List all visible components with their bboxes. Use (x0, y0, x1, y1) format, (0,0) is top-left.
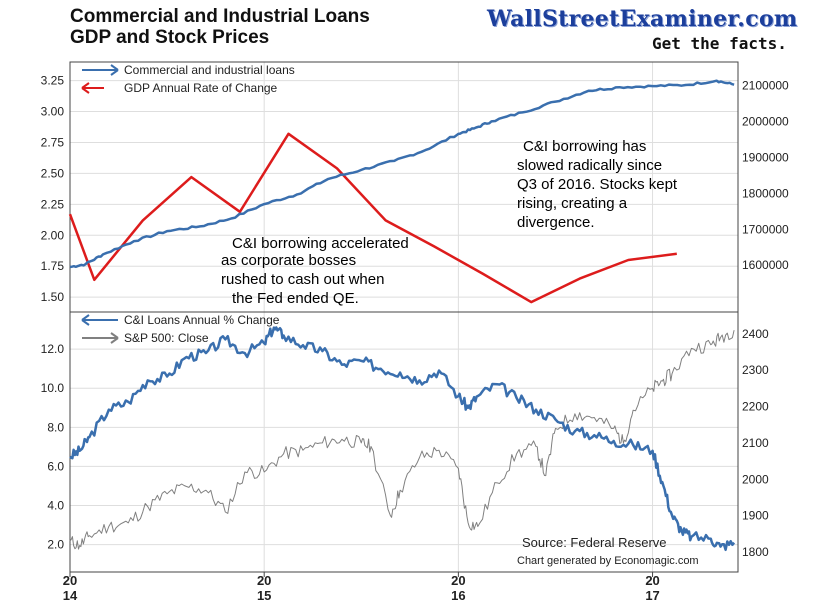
top-left-tick-5: 2.00 (41, 228, 65, 242)
x-tick-label-top-2: 20 (451, 573, 465, 588)
top-legend-arrowhead-1 (81, 82, 90, 94)
top-left-tick-1: 3.00 (41, 105, 65, 119)
x-tick-label-top-3: 20 (645, 573, 659, 588)
bottom-panel-frame (69, 311, 739, 573)
annotation-right-line-3: rising, creating a (517, 195, 628, 212)
top-left-tick-7: 1.50 (41, 290, 65, 304)
bottom-legend-arrowhead-0 (81, 314, 90, 326)
annotation-left-line-3: the Fed ended QE. (232, 290, 359, 307)
bottom-right-tick-3: 2100 (742, 436, 769, 450)
bottom-left-tick-1: 10.0 (41, 381, 65, 395)
top-right-tick-2: 1900000 (742, 150, 789, 164)
chart-subtitle: GDP and Stock Prices (70, 27, 270, 48)
top-left-tick-3: 2.50 (41, 166, 65, 180)
plot-frames (69, 61, 739, 573)
bottom-left-tick-3: 6.0 (47, 459, 64, 473)
top-right-tick-0: 2100000 (742, 78, 789, 92)
bottom-right-tick-6: 1800 (742, 545, 769, 559)
bottom-left-tick-4: 4.0 (47, 499, 64, 513)
bottom-right-tick-0: 2400 (742, 327, 769, 341)
bottom-legend-arrowhead-1 (110, 332, 119, 344)
series-ci-change-line (69, 326, 736, 552)
bottom-legend-label-1: S&P 500: Close (124, 331, 209, 345)
top-legend-arrowhead-0 (110, 64, 119, 76)
annotation-left-line-0: C&I borrowing accelerated (232, 235, 409, 252)
x-tick-label-bottom-2: 16 (451, 588, 465, 603)
source-note: Source: Federal Reserve (522, 535, 667, 550)
top-left-tick-2: 2.75 (41, 135, 65, 149)
top-legend-label-1: GDP Annual Rate of Change (124, 81, 278, 95)
series-sp500-line (69, 330, 735, 550)
series-layer (68, 79, 736, 552)
bottom-right-tick-2: 2200 (742, 400, 769, 414)
x-tick-label-top-1: 20 (257, 573, 271, 588)
bottom-left-tick-0: 12.0 (41, 342, 65, 356)
bottom-left-tick-2: 8.0 (47, 420, 64, 434)
annotation-left-line-2: rushed to cash out when (221, 271, 384, 288)
top-left-tick-4: 2.25 (41, 197, 65, 211)
series-ci-loans-line (69, 79, 735, 269)
annotation-right-line-2: Q3 of 2016. Stocks kept (517, 176, 678, 193)
x-tick-label-bottom-3: 17 (645, 588, 659, 603)
bottom-right-tick-4: 2000 (742, 472, 769, 486)
series-gdp-line (68, 132, 677, 304)
annotation-left-line-1: as corporate bosses (221, 252, 356, 269)
top-right-tick-4: 1700000 (742, 222, 789, 236)
bottom-legend-label-0: C&I Loans Annual % Change (124, 313, 280, 327)
top-right-tick-5: 1600000 (742, 258, 789, 272)
top-left-tick-0: 3.25 (41, 74, 65, 88)
top-right-tick-3: 1800000 (742, 186, 789, 200)
x-tick-label-top-0: 20 (63, 573, 77, 588)
annotation-right-line-1: slowed radically since (517, 157, 662, 174)
bottom-right-tick-5: 1900 (742, 509, 769, 523)
generated-note: Chart generated by Economagic.com (517, 555, 699, 567)
top-legend-label-0: Commercial and industrial loans (124, 63, 295, 77)
bottom-right-tick-1: 2300 (742, 363, 769, 377)
brand-tagline: Get the facts. (652, 34, 787, 53)
brand-logo-text[interactable]: WallStreetExaminer.com (487, 6, 798, 32)
x-tick-label-bottom-0: 14 (63, 588, 78, 603)
chart-title: Commercial and Industrial Loans (70, 6, 370, 27)
tick-labels: 3.25 3.00 2.75 2.50 2.25 2.00 1.75 1.50 2100000 2… (41, 74, 789, 603)
annotation-right-line-4: divergence. (517, 214, 595, 231)
annotation-right-line-0: C&I borrowing has (523, 138, 646, 155)
top-right-tick-1: 2000000 (742, 114, 789, 128)
bottom-left-tick-5: 2.0 (47, 538, 64, 552)
x-tick-label-bottom-1: 15 (257, 588, 271, 603)
top-left-tick-6: 1.75 (41, 259, 65, 273)
legend-layer: Commercial and industrial loans GDP Annua… (81, 63, 295, 345)
